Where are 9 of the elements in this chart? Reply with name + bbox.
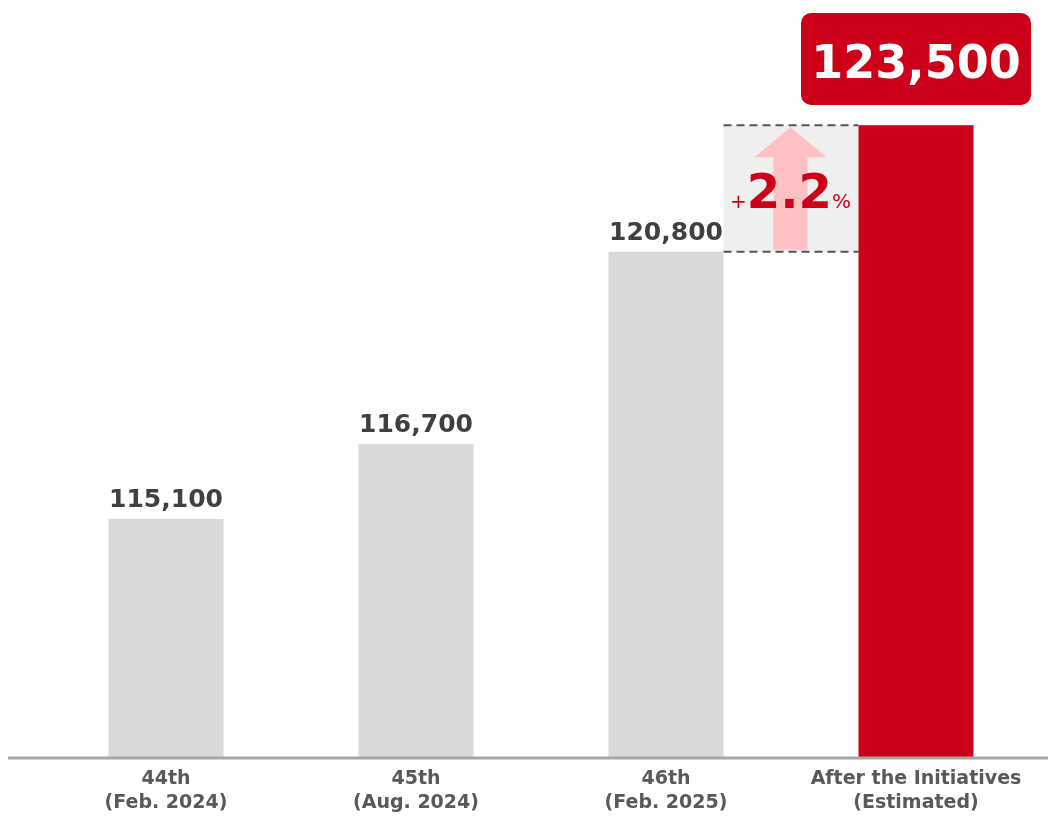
data-label: 123,500 (811, 35, 1021, 89)
x-tick-label: After the Initiatives (Estimated) (810, 766, 1022, 812)
x-tick-label: 45th (Aug. 2024) (353, 766, 479, 812)
x-tick-label: 44th (Feb. 2024) (104, 766, 228, 812)
data-label: 115,100 (109, 483, 223, 513)
data-label: 120,800 (609, 216, 723, 246)
annotation: +2.2% (730, 163, 851, 220)
x-tick-label: 46th (Feb. 2025) (604, 766, 728, 812)
data-label: 116,700 (359, 408, 473, 438)
